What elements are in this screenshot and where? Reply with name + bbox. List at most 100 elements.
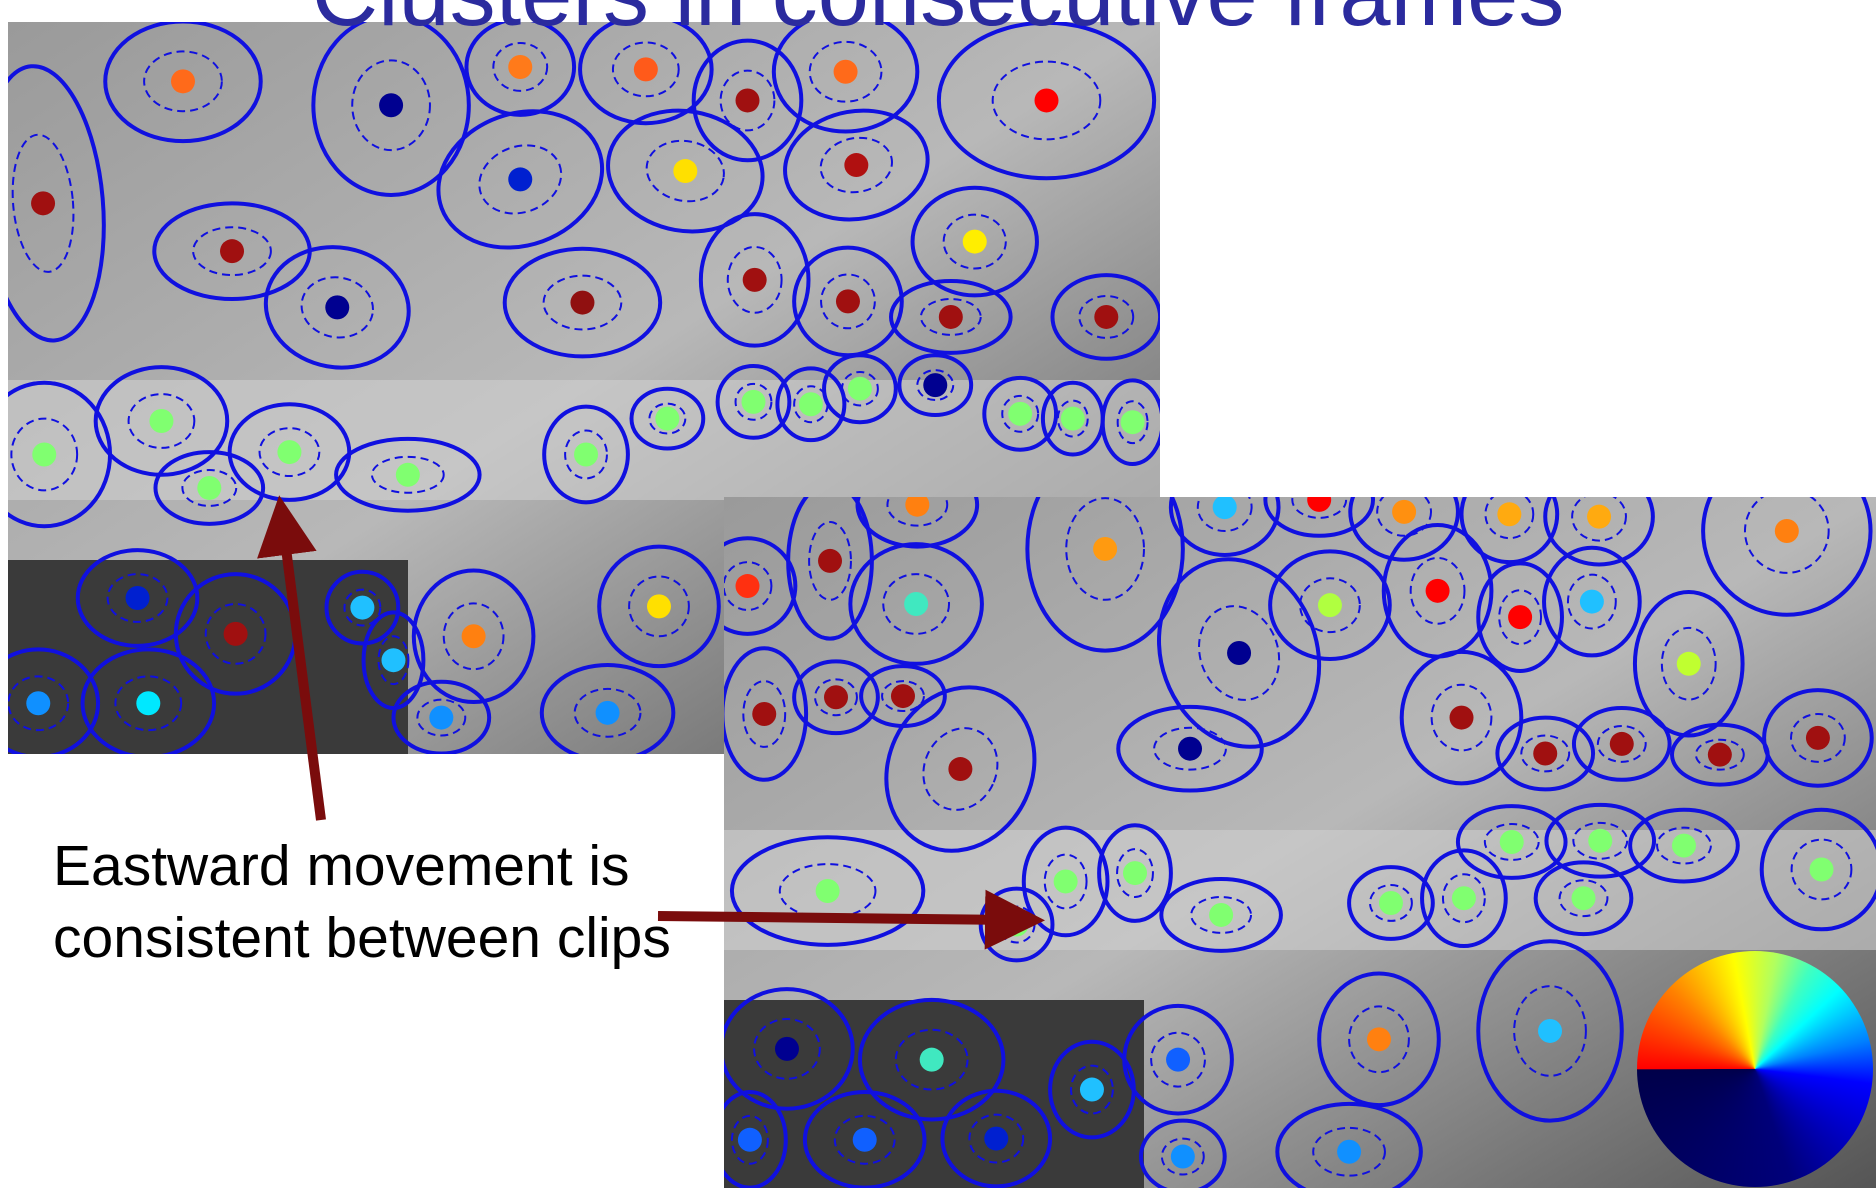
cluster-outline	[1025, 497, 1185, 653]
cluster-center	[197, 475, 222, 500]
cluster-core	[1520, 734, 1571, 773]
cluster-core	[492, 42, 549, 92]
cluster-outline	[1632, 590, 1745, 738]
cluster-core	[1498, 589, 1543, 646]
cluster-core	[1116, 400, 1149, 445]
cluster-core	[1484, 497, 1535, 540]
cluster-center	[847, 376, 872, 401]
cluster-core	[192, 226, 272, 277]
cluster-center	[31, 191, 56, 216]
cluster-outline	[263, 245, 411, 370]
cluster-center	[1499, 829, 1524, 854]
cluster-core	[1376, 497, 1433, 537]
cluster-core	[916, 369, 955, 402]
cluster-outline	[1050, 273, 1160, 361]
cluster-outline	[502, 246, 663, 359]
cluster-core	[1572, 821, 1629, 860]
cluster-center	[1538, 1018, 1563, 1043]
cluster-center	[962, 229, 987, 254]
cluster-outline	[93, 365, 230, 477]
cluster-center	[1451, 886, 1476, 911]
cluster-core	[1312, 1126, 1386, 1177]
road	[724, 830, 1876, 950]
cluster-center	[1060, 406, 1085, 431]
cluster-center	[948, 757, 973, 782]
cluster-outline	[578, 22, 714, 126]
cluster-core	[881, 680, 925, 713]
cluster-core	[1001, 394, 1040, 433]
cluster-outline	[1159, 877, 1283, 953]
cluster-center	[1008, 401, 1033, 426]
cluster-center	[741, 389, 766, 414]
cluster-core	[1558, 879, 1609, 918]
cluster-outline	[724, 536, 798, 636]
cluster-center	[1317, 593, 1342, 618]
cluster-center	[890, 684, 915, 709]
cluster-core	[882, 573, 951, 635]
cluster-center	[1671, 833, 1696, 858]
cluster-core	[730, 1114, 769, 1165]
cluster-core	[1660, 626, 1717, 701]
cluster-center	[1170, 1144, 1195, 1169]
cluster-core	[1694, 738, 1745, 771]
cluster-center	[461, 624, 486, 649]
cluster-center	[633, 57, 658, 82]
cluster-outline	[724, 987, 855, 1111]
cluster-center	[824, 685, 849, 710]
cluster-core	[1441, 873, 1486, 924]
cluster-outline	[464, 22, 577, 117]
cluster-center	[735, 88, 760, 113]
cluster-core	[1596, 724, 1647, 763]
cluster-center	[1449, 705, 1474, 730]
cluster-outline	[597, 544, 721, 669]
cluster-core	[1291, 497, 1348, 519]
cluster-core	[370, 455, 445, 494]
cluster-core	[742, 680, 787, 748]
cluster-core	[1348, 1005, 1410, 1074]
cluster-outline	[1048, 1039, 1136, 1140]
cluster-outline	[724, 646, 809, 782]
cluster-outline	[1544, 802, 1657, 879]
cluster-center	[1425, 578, 1450, 603]
cluster-center	[1587, 504, 1612, 529]
cluster-center	[774, 1036, 799, 1061]
cluster-center	[1209, 902, 1234, 927]
cluster-center	[833, 59, 858, 84]
cluster-center	[646, 594, 671, 619]
cluster-core	[351, 59, 431, 152]
cluster-center	[904, 591, 929, 616]
cluster-outline	[539, 662, 676, 754]
cluster-center	[919, 1047, 944, 1072]
cluster-outline	[691, 38, 804, 163]
cluster-outline	[1455, 804, 1568, 880]
cluster-outline	[153, 450, 266, 526]
cluster-center	[32, 442, 57, 467]
cluster-core	[478, 144, 563, 215]
cluster-core	[106, 573, 169, 623]
cluster-outline	[715, 363, 792, 440]
cluster-center	[595, 700, 620, 725]
park	[724, 1000, 1144, 1188]
annotation: Eastward movement is consistent between …	[53, 834, 671, 970]
cluster-outline	[792, 659, 880, 736]
cluster-center	[735, 574, 760, 599]
cluster-core	[442, 602, 505, 671]
cluster-core	[1043, 853, 1088, 910]
cluster-core	[1656, 826, 1712, 865]
cluster-center	[26, 691, 51, 716]
cluster-center	[852, 1127, 877, 1152]
cluster-outline	[8, 64, 106, 343]
cluster-core	[894, 1028, 969, 1091]
frame-one	[8, 22, 1160, 754]
cluster-core	[377, 635, 410, 686]
cluster-center	[905, 497, 930, 517]
cluster-core	[611, 41, 680, 98]
cluster-center	[1178, 736, 1203, 761]
cluster-outline	[771, 22, 920, 134]
cluster-core	[10, 417, 79, 492]
cluster-core	[127, 393, 196, 449]
cluster-outline	[884, 685, 1037, 853]
cluster-core	[1571, 497, 1627, 542]
cluster-center	[1497, 502, 1522, 527]
cluster-outline	[982, 375, 1059, 452]
